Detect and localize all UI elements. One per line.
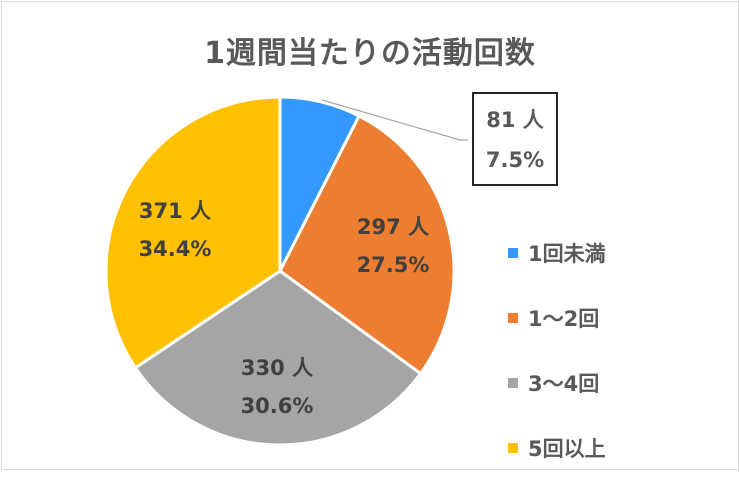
legend-swatch (508, 312, 518, 323)
legend-swatch (508, 247, 518, 258)
data-label-2: 297 人 27.5% (356, 215, 430, 277)
legend-item: 3～4回 (508, 350, 606, 415)
pie-slice-2 (278, 113, 456, 376)
chart-title: 1週間当たりの活動回数 (204, 36, 536, 71)
legend: 1回未満 1～2回 3～4回 5回以上 (508, 220, 606, 480)
data-label-4: 371 人 34.4% (138, 199, 212, 261)
legend-item: 5回以上 (508, 415, 606, 480)
label-count: 81 人 (486, 108, 544, 132)
pie-slice-4 (104, 95, 282, 370)
leader-line (321, 99, 468, 141)
pie-slice-3 (133, 269, 423, 447)
legend-item: 1回未満 (508, 220, 606, 285)
legend-swatch (508, 377, 518, 388)
legend-swatch (508, 442, 518, 453)
data-label-3: 330 人 30.6% (240, 356, 314, 418)
data-label-1: 81 人 7.5% (472, 92, 558, 186)
legend-item: 1～2回 (508, 285, 606, 350)
label-percent: 7.5% (485, 148, 545, 172)
